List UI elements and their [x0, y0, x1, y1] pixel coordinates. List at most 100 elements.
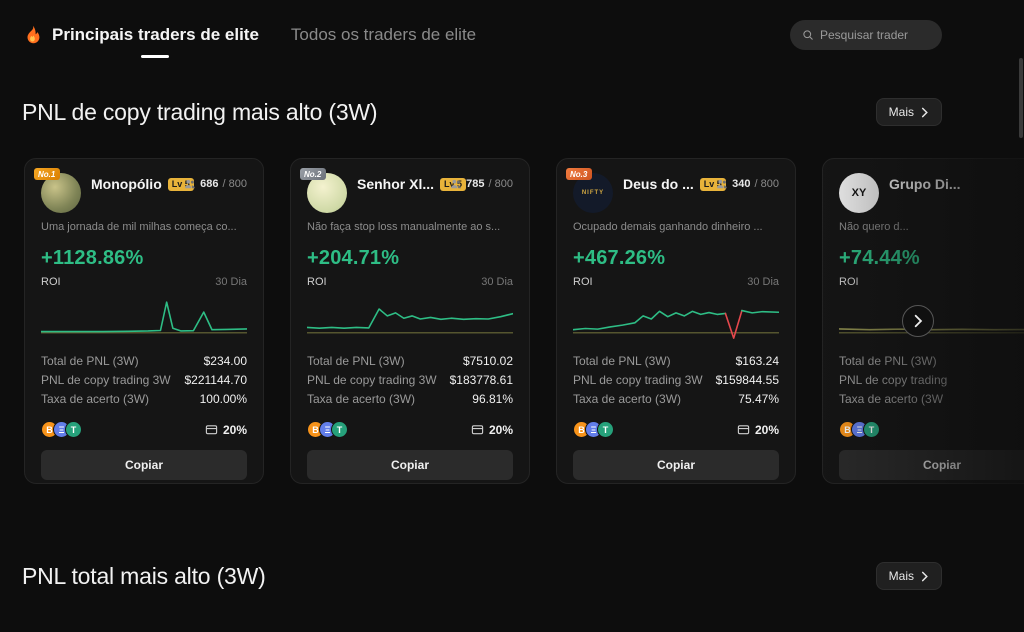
copy-button[interactable]: Copiar — [307, 450, 513, 480]
usdt-icon: T — [863, 421, 880, 438]
roi-sparkline-chart — [307, 296, 513, 342]
more-label: Mais — [888, 569, 914, 583]
stats-block: Total de PNL (3W) PNL de copy trading Ta… — [839, 352, 1024, 409]
stat-row: Taxa de acerto (3W — [839, 390, 1024, 409]
stat-row: PNL de copy trading 3W $183778.61 — [307, 371, 513, 390]
stat-value: $183778.61 — [449, 373, 513, 387]
stat-row: PNL de copy trading 3W $221144.70 — [41, 371, 247, 390]
roi-label: ROI — [41, 276, 61, 288]
usdt-icon: T — [597, 421, 614, 438]
followers-current: 340 — [732, 178, 751, 190]
roi-label: ROI — [573, 276, 593, 288]
followers-max: / 800 — [754, 178, 779, 190]
more-button-top[interactable]: Mais — [875, 98, 942, 126]
roi-period: 30 Dia — [215, 276, 247, 288]
stat-label: Total de PNL (3W) — [41, 354, 139, 368]
stat-value: $221144.70 — [184, 373, 247, 387]
usdt-icon: T — [65, 421, 82, 438]
followers-max: / 800 — [222, 178, 247, 190]
people-icon — [451, 179, 461, 189]
scrollbar-thumb[interactable] — [1019, 58, 1023, 138]
traded-coins: B Ξ T — [41, 421, 82, 438]
trader-card-carousel: No.1 Monopólio Lv 5 686 / 800 — [0, 158, 1024, 484]
trader-card[interactable]: No.2 Senhor Xl... Lv 5 785 / 800 — [290, 158, 530, 484]
usdt-icon: T — [331, 421, 348, 438]
trader-name: Deus do ... — [623, 176, 694, 192]
section-title-copy-pnl: PNL de copy trading mais alto (3W) — [22, 98, 378, 125]
stat-label: PNL de copy trading — [839, 373, 948, 387]
trader-bio: Ocupado demais ganhando dinheiro ... — [573, 221, 763, 233]
trader-name: Senhor Xl... — [357, 176, 435, 192]
copy-button[interactable]: Copiar — [573, 450, 779, 480]
stat-value: 96.81% — [472, 392, 513, 406]
people-icon — [185, 179, 195, 189]
stat-value: $7510.02 — [462, 354, 513, 368]
avatar: XY — [839, 173, 879, 213]
avatar-text: XY — [851, 187, 867, 199]
avatar-text: NIFTY — [581, 190, 605, 196]
stat-label: Taxa de acerto (3W) — [573, 392, 682, 406]
trader-card[interactable]: No.1 Monopólio Lv 5 686 / 800 — [24, 158, 264, 484]
trader-bio: Não faça stop loss manualmente ao s... — [307, 221, 501, 233]
stat-label: Total de PNL (3W) — [573, 354, 671, 368]
trader-search[interactable] — [790, 20, 942, 50]
stats-block: Total de PNL (3W) $7510.02 PNL de copy t… — [307, 352, 513, 409]
stat-row: Total de PNL (3W) $163.24 — [573, 352, 779, 371]
stat-label: PNL de copy trading 3W — [307, 373, 437, 387]
search-icon — [803, 30, 813, 40]
stat-label: Taxa de acerto (3W) — [41, 392, 150, 406]
tab-top-elite-traders[interactable]: Principais traders de elite — [52, 25, 259, 44]
roi-period: 30 Dia — [747, 276, 779, 288]
profit-share: 20% — [471, 423, 513, 437]
carousel-next-button[interactable] — [902, 305, 934, 337]
followers-current: 785 — [466, 178, 485, 190]
stat-label: PNL de copy trading 3W — [41, 373, 171, 387]
trader-name: Monopólio — [91, 176, 162, 192]
profit-share-icon — [737, 425, 750, 435]
roi-value: +467.26% — [573, 247, 666, 269]
stat-value: $163.24 — [735, 354, 779, 368]
roi-label: ROI — [839, 276, 859, 288]
trader-bio: Não quero d... — [839, 221, 909, 233]
roi-value: +74.44% — [839, 247, 920, 269]
followers-count: 686 / 800 — [184, 173, 247, 190]
followers-max: / 800 — [488, 178, 513, 190]
roi-label: ROI — [307, 276, 327, 288]
traded-coins: B Ξ T — [839, 421, 880, 438]
stat-row: PNL de copy trading — [839, 371, 1024, 390]
profit-share-value: 20% — [222, 422, 247, 437]
stats-block: Total de PNL (3W) $234.00 PNL de copy tr… — [41, 352, 247, 409]
stat-value: 100.00% — [199, 392, 247, 406]
top-header: Principais traders de elite Todos os tra… — [0, 0, 1024, 70]
copy-button[interactable]: Copiar — [41, 450, 247, 480]
stats-block: Total de PNL (3W) $163.24 PNL de copy tr… — [573, 352, 779, 409]
rank-badge: No.1 — [34, 168, 61, 180]
stat-row: PNL de copy trading 3W $159844.55 — [573, 371, 779, 390]
rank-badge: No.2 — [300, 168, 327, 180]
chevron-right-icon — [914, 314, 923, 328]
stat-label: Total de PNL (3W) — [839, 354, 937, 368]
search-input[interactable] — [820, 28, 930, 42]
profit-share-value: 20% — [754, 422, 779, 437]
stat-value: 75.47% — [738, 392, 779, 406]
copy-button[interactable]: Copiar — [839, 450, 1024, 480]
followers-count: 785 / 800 — [450, 173, 513, 190]
stat-label: PNL de copy trading 3W — [573, 373, 703, 387]
more-label: Mais — [888, 105, 914, 119]
stat-row: Total de PNL (3W) $234.00 — [41, 352, 247, 371]
stat-label: Taxa de acerto (3W — [839, 392, 944, 406]
stat-label: Total de PNL (3W) — [307, 354, 405, 368]
profit-share: 20% — [205, 423, 247, 437]
stat-value: $234.00 — [203, 354, 247, 368]
more-button-bottom[interactable]: Mais — [875, 562, 942, 590]
trader-name: Grupo Di... — [889, 176, 961, 192]
profit-share-value: 20% — [488, 422, 513, 437]
stat-row: Taxa de acerto (3W) 75.47% — [573, 390, 779, 409]
profit-share: 20% — [737, 423, 779, 437]
stat-row: Total de PNL (3W) — [839, 352, 1024, 371]
trader-bio: Uma jornada de mil milhas começa co... — [41, 221, 237, 233]
trader-card[interactable]: No.3 NIFTY Deus do ... Lv 5 340 / 800 — [556, 158, 796, 484]
tab-all-elite-traders[interactable]: Todos os traders de elite — [290, 25, 477, 44]
stat-row: Taxa de acerto (3W) 96.81% — [307, 390, 513, 409]
traded-coins: B Ξ T — [573, 421, 614, 438]
